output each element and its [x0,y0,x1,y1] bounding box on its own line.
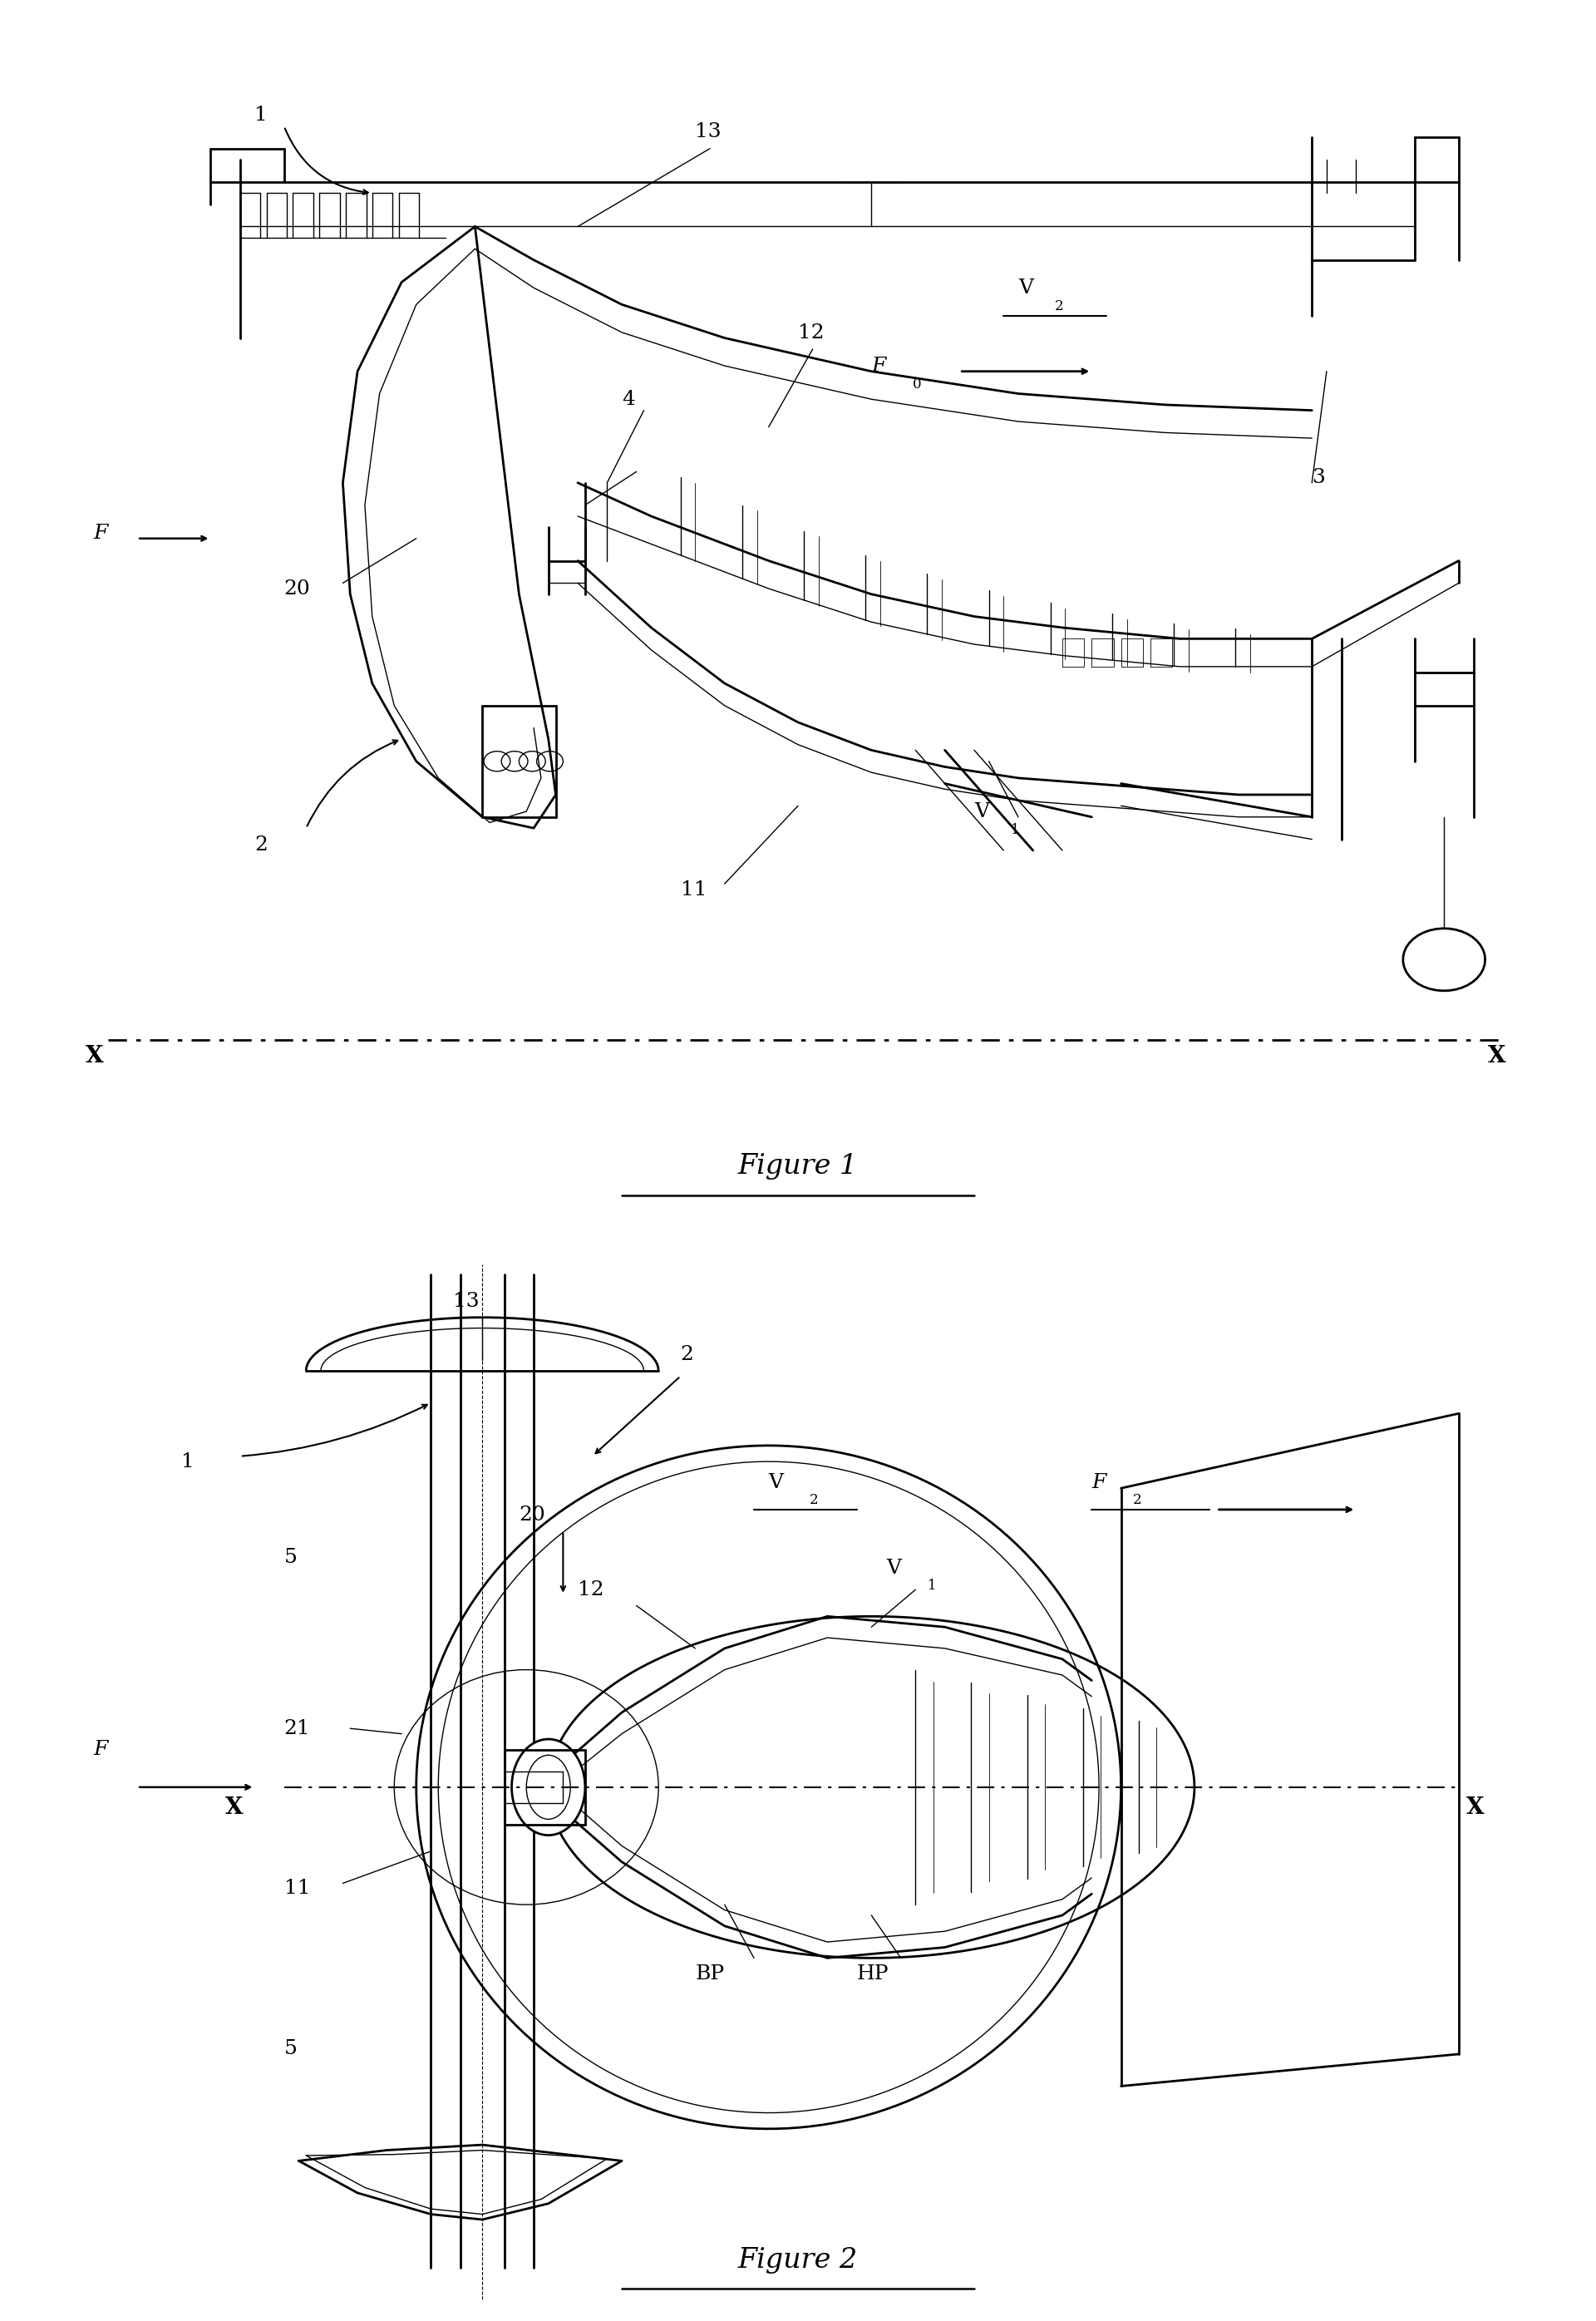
Text: V: V [1018,279,1033,297]
Text: F: F [93,525,107,543]
Text: 13: 13 [453,1293,479,1311]
Text: 4: 4 [622,390,635,408]
Ellipse shape [512,1738,586,1836]
Text: 5: 5 [284,1548,297,1567]
Text: Figure 1: Figure 1 [737,1154,859,1179]
Text: F: F [871,357,886,376]
Text: X: X [1487,1044,1507,1068]
Text: V: V [886,1560,902,1578]
Text: 2: 2 [680,1346,694,1365]
Text: X: X [1467,1796,1484,1820]
Text: 12: 12 [578,1581,603,1599]
Text: Figure 2: Figure 2 [737,2247,859,2275]
Text: 11: 11 [680,880,707,898]
Text: 2: 2 [809,1492,819,1509]
Text: V: V [974,803,990,822]
Text: 2: 2 [255,836,268,854]
Text: 1: 1 [927,1578,935,1592]
Text: F: F [1092,1474,1106,1492]
Text: 1: 1 [255,107,268,125]
Text: 21: 21 [284,1720,310,1738]
Text: 1: 1 [182,1453,195,1472]
Text: 20: 20 [284,580,311,599]
Text: 12: 12 [798,323,824,341]
Text: V: V [769,1474,784,1492]
Text: HP: HP [857,1964,889,1984]
Text: 1: 1 [1010,824,1020,838]
Text: BP: BP [696,1964,725,1984]
Text: F: F [93,1741,107,1759]
Text: 2: 2 [1055,299,1065,313]
Text: 11: 11 [284,1880,310,1899]
Text: X: X [86,1044,104,1068]
Text: 5: 5 [284,2040,297,2059]
Text: 2: 2 [1133,1492,1141,1509]
Text: 0: 0 [913,378,921,392]
Text: 20: 20 [519,1506,546,1525]
Text: X: X [225,1796,243,1820]
Text: 13: 13 [696,123,721,142]
Text: 3: 3 [1312,469,1325,487]
